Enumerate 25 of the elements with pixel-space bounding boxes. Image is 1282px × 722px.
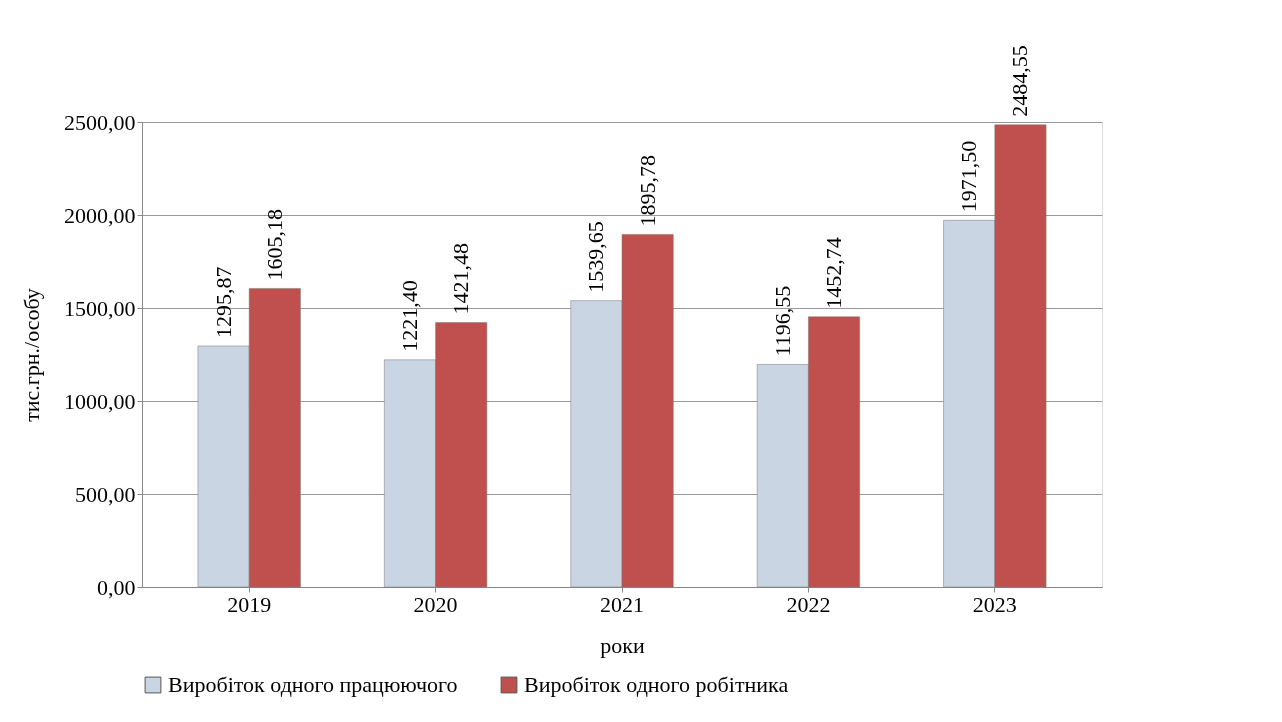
data-label: 1452,74: [821, 237, 847, 309]
y-tick-label: 500,00: [75, 481, 136, 507]
y-axis-title: тис.грн./особу: [19, 288, 44, 422]
data-label: 1539,65: [583, 221, 609, 293]
data-label: 1295,87: [210, 266, 236, 338]
x-tick-label: 2022: [786, 591, 831, 617]
data-label: 1895,78: [634, 154, 660, 227]
y-tick-label: 2500,00: [64, 109, 136, 135]
legend-label: Виробіток одного працюючого: [168, 672, 458, 697]
x-tick-label: 2020: [413, 591, 458, 617]
y-tick-label: 0,00: [97, 574, 136, 600]
x-tick-label: 2023: [972, 591, 1017, 617]
x-tick-label: 2021: [600, 591, 644, 617]
y-tick-label: 1000,00: [64, 388, 136, 414]
data-label: 1421,48: [448, 243, 474, 315]
data-label: 1221,40: [396, 280, 422, 352]
y-tick-label: 2000,00: [64, 202, 136, 228]
y-tick-label: 1500,00: [64, 295, 136, 321]
data-label: 1971,50: [956, 140, 982, 213]
legend-label: Виробіток одного робітника: [524, 672, 789, 697]
data-label: 1196,55: [769, 285, 795, 357]
x-axis-title: роки: [600, 632, 645, 658]
data-label: 1605,18: [261, 208, 287, 281]
data-label: 2484,55: [1007, 45, 1033, 117]
x-tick-label: 2019: [227, 591, 272, 617]
